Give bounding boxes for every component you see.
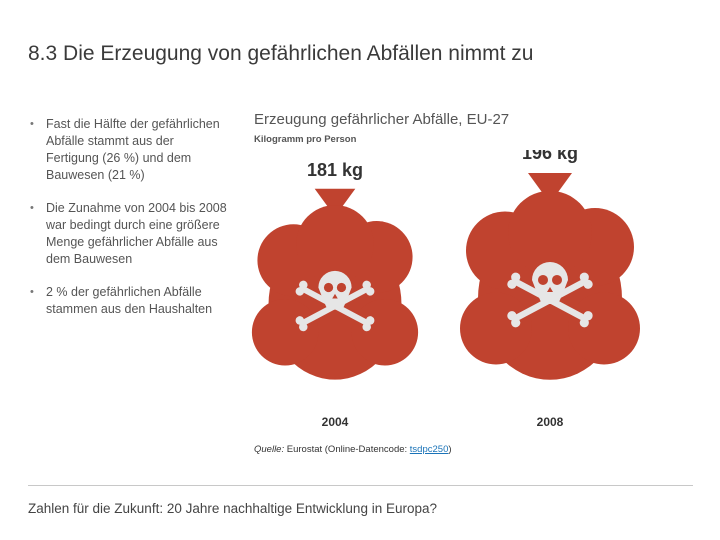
skull-eye (323, 282, 334, 293)
bag-lobe (351, 298, 419, 366)
category-label: 2004 (322, 415, 349, 429)
bullet-text: Fast die Hälfte der gefährlichen Abfälle… (46, 117, 220, 182)
footer-text: Zahlen für die Zukunft: 20 Jahre nachhal… (28, 501, 438, 516)
skull-nose (332, 293, 338, 299)
bullet-item: • 2 % der gefährlichen Abfälle stammen a… (30, 284, 230, 318)
chart-title: Erzeugung gefährlicher Abfälle, EU-27 (254, 111, 510, 128)
bag-lobe (460, 292, 532, 365)
bag-lobe (296, 205, 374, 283)
value-label: 196 kg (522, 150, 578, 163)
slide-heading: Die Erzeugung von gefährlichen Abfällen … (63, 42, 534, 65)
bag-lobe (251, 298, 319, 366)
bullet-marker: • (30, 118, 34, 130)
bullet-text: 2 % der gefährlichen Abfälle stammen aus… (46, 285, 213, 316)
source-text: Eurostat (Online-Datencode: (284, 444, 410, 455)
skull-nose (547, 286, 553, 292)
chart-subtitle: Kilogramm pro Person (254, 134, 357, 145)
skull-eye (552, 274, 562, 285)
bag-knot (314, 188, 356, 210)
slide-number: 8.3 (28, 42, 58, 65)
skull-crossbones-icon (507, 261, 593, 328)
bullet-marker: • (30, 286, 34, 298)
source-code-link[interactable]: tsdpc250 (409, 444, 449, 455)
bullet-item: • Die Zunahme von 2004 bis 2008 war bedi… (30, 200, 230, 268)
category-label: 2008 (537, 415, 564, 429)
bag-lobe (568, 292, 640, 365)
source-text-end: ) (448, 444, 452, 455)
value-label: 181 kg (307, 160, 363, 180)
slide-title: 8.3 Die Erzeugung von gefährlichen Abfäl… (28, 42, 708, 66)
waste-bag-chart: 181 kg 2004 196 kg 2008 (251, 150, 640, 429)
source-label: Quelle: (254, 444, 285, 455)
bag-lobe (508, 190, 592, 275)
skull-eye (538, 274, 548, 285)
bullet-item: • Fast die Hälfte der gefährlichen Abfäl… (30, 116, 230, 184)
skull-eye (336, 282, 347, 293)
bag-knot (528, 173, 572, 195)
skull-crossbones-icon (295, 270, 375, 332)
bullet-marker: • (30, 202, 34, 214)
skull (318, 270, 352, 310)
bullet-list: • Fast die Hälfte der gefährlichen Abfäl… (30, 116, 230, 334)
source-note: Quelle: Eurostat (Online-Datencode: tsdp… (254, 444, 452, 455)
skull (532, 261, 568, 304)
footer-divider (28, 485, 693, 486)
bullet-text: Die Zunahme von 2004 bis 2008 war beding… (46, 201, 227, 266)
